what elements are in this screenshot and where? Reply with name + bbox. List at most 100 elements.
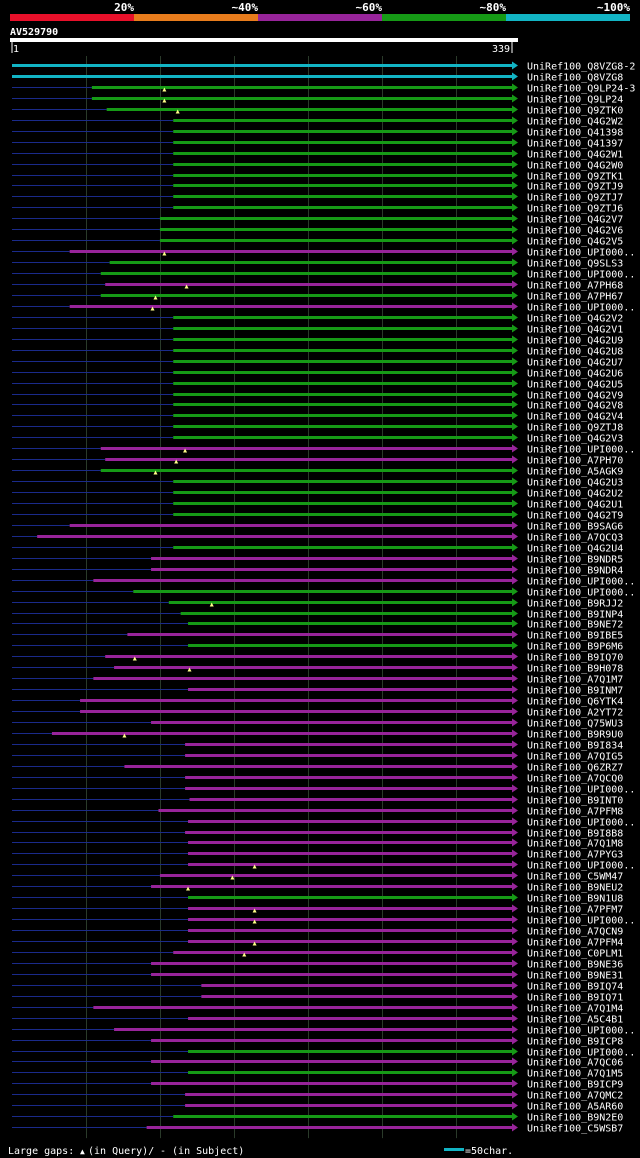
hit-row[interactable]: UniRef100_Q4G2W1	[12, 149, 623, 161]
hit-label[interactable]: UniRef100_UPI000..	[527, 248, 635, 259]
hit-row[interactable]: UniRef100_UPI000..	[12, 784, 635, 796]
hit-row[interactable]: UniRef100_B9NE36	[12, 959, 623, 971]
hit-row[interactable]: UniRef100_Q4G2V9	[12, 390, 623, 402]
hit-label[interactable]: UniRef100_A7Q1M5	[527, 1069, 623, 1080]
hit-row[interactable]: UniRef100_B9INT0	[12, 795, 623, 807]
hit-label[interactable]: UniRef100_B9INM7	[527, 686, 623, 697]
hit-row[interactable]: UniRef100_C0PLM1	[12, 948, 623, 960]
hit-label[interactable]: UniRef100_Q41397	[527, 139, 623, 150]
hit-row[interactable]: UniRef100_A7PH70	[12, 455, 623, 467]
hit-row[interactable]: UniRef100_Q4G2T9	[12, 510, 623, 522]
hit-row[interactable]: UniRef100_Q9ZTJ8	[12, 422, 623, 434]
hit-row[interactable]: UniRef100_A7QC06	[12, 1057, 623, 1069]
hit-label[interactable]: UniRef100_Q9ZTK1	[527, 172, 623, 183]
hit-label[interactable]: UniRef100_B9IQ71	[527, 993, 623, 1004]
hit-row[interactable]: UniRef100_A7PH67	[12, 291, 623, 303]
hit-label[interactable]: UniRef100_C5WM47	[527, 872, 623, 883]
hit-row[interactable]: UniRef100_Q6ZRZ7	[12, 762, 623, 774]
hit-row[interactable]: UniRef100_Q4G2V6	[12, 225, 623, 237]
hit-row[interactable]: UniRef100_A7QCQ3	[12, 532, 623, 544]
hit-row[interactable]: UniRef100_B9NDR4	[12, 565, 623, 577]
hit-label[interactable]: UniRef100_B9R9U0	[527, 730, 623, 741]
hit-label[interactable]: UniRef100_Q6ZRZ7	[527, 763, 623, 774]
hit-row[interactable]: UniRef100_C5WSB7	[12, 1123, 623, 1135]
hit-label[interactable]: UniRef100_B9SAG6	[527, 522, 623, 533]
hit-label[interactable]: UniRef100_A5C4B1	[527, 1015, 623, 1026]
hit-label[interactable]: UniRef100_Q4G2W1	[527, 150, 623, 161]
hit-row[interactable]: UniRef100_Q4G2V2	[12, 313, 623, 325]
hit-label[interactable]: UniRef100_B9I8B8	[527, 829, 623, 840]
hit-label[interactable]: UniRef100_A7PH70	[527, 456, 623, 467]
hit-label[interactable]: UniRef100_Q9LP24-3	[527, 84, 635, 95]
hit-row[interactable]: UniRef100_B9N2E0	[12, 1112, 623, 1124]
hit-row[interactable]: UniRef100_Q4G2U9	[12, 335, 623, 347]
hit-label[interactable]: UniRef100_C5WSB7	[527, 1124, 623, 1135]
hit-row[interactable]: UniRef100_B9NE72	[12, 619, 623, 631]
hit-label[interactable]: UniRef100_UPI000..	[527, 1026, 635, 1037]
hit-row[interactable]: UniRef100_B9R9U0	[12, 729, 623, 741]
hit-label[interactable]: UniRef100_UPI000..	[527, 916, 635, 927]
hit-label[interactable]: UniRef100_A7Q1M4	[527, 1004, 623, 1015]
hit-row[interactable]: UniRef100_UPI000..	[12, 915, 635, 927]
hit-label[interactable]: UniRef100_A7QC06	[527, 1058, 623, 1069]
hit-label[interactable]: UniRef100_Q4G2V5	[527, 237, 623, 248]
hit-row[interactable]: UniRef100_Q9ZTK0	[12, 105, 623, 117]
hit-row[interactable]: UniRef100_B9IQ74	[12, 981, 623, 993]
hit-row[interactable]: UniRef100_UPI000..	[12, 587, 635, 599]
hit-row[interactable]: UniRef100_Q9SLS3	[12, 258, 623, 270]
hit-label[interactable]: UniRef100_B9I834	[527, 741, 623, 752]
hit-row[interactable]: UniRef100_A7PFM8	[12, 806, 623, 818]
hit-row[interactable]: UniRef100_B9H078	[12, 663, 623, 675]
hit-row[interactable]: UniRef100_Q9LP24-3	[12, 83, 635, 95]
hit-row[interactable]: UniRef100_UPI000..	[12, 302, 635, 314]
hit-label[interactable]: UniRef100_UPI000..	[527, 818, 635, 829]
hit-row[interactable]: UniRef100_Q4G2W0	[12, 160, 623, 172]
hit-label[interactable]: UniRef100_Q9SLS3	[527, 259, 623, 270]
hit-row[interactable]: UniRef100_B9ICP8	[12, 1036, 623, 1048]
hit-row[interactable]: UniRef100_UPI000..	[12, 1047, 635, 1059]
hit-label[interactable]: UniRef100_Q4G2U4	[527, 544, 623, 555]
hit-row[interactable]: UniRef100_Q75WU3	[12, 718, 623, 730]
hit-label[interactable]: UniRef100_Q4G2V9	[527, 391, 623, 402]
hit-row[interactable]: UniRef100_B9ICP9	[12, 1079, 623, 1091]
hit-label[interactable]: UniRef100_Q4G2U1	[527, 500, 623, 511]
hit-row[interactable]: UniRef100_UPI000..	[12, 444, 635, 456]
hit-label[interactable]: UniRef100_A7QIG5	[527, 752, 623, 763]
hit-label[interactable]: UniRef100_A7QCQ3	[527, 533, 623, 544]
hit-label[interactable]: UniRef100_B9IQ70	[527, 653, 623, 664]
hit-row[interactable]: UniRef100_A7PFM4	[12, 937, 623, 949]
hit-label[interactable]: UniRef100_B9N2E0	[527, 1113, 623, 1124]
hit-row[interactable]: UniRef100_B9NE31	[12, 970, 623, 982]
hit-label[interactable]: UniRef100_Q9ZTJ9	[527, 182, 623, 193]
hit-label[interactable]: UniRef100_Q4G2V1	[527, 325, 623, 336]
hit-label[interactable]: UniRef100_B9INT0	[527, 796, 623, 807]
hit-label[interactable]: UniRef100_B9INP4	[527, 610, 623, 621]
hit-label[interactable]: UniRef100_B9IBE5	[527, 631, 623, 642]
hit-row[interactable]: UniRef100_B9RJJ2	[12, 598, 623, 610]
hit-row[interactable]: UniRef100_A7Q1M8	[12, 838, 623, 850]
hit-label[interactable]: UniRef100_Q4G2V2	[527, 314, 623, 325]
hit-label[interactable]: UniRef100_A7PH67	[527, 292, 623, 303]
hit-label[interactable]: UniRef100_A5AGK9	[527, 467, 623, 478]
hit-row[interactable]: UniRef100_A5C4B1	[12, 1014, 623, 1026]
hit-row[interactable]: UniRef100_A7Q1M7	[12, 674, 623, 686]
hit-label[interactable]: UniRef100_UPI000..	[527, 1048, 635, 1059]
hit-row[interactable]: UniRef100_UPI000..	[12, 576, 635, 588]
hit-label[interactable]: UniRef100_Q4G2U5	[527, 380, 623, 391]
hit-row[interactable]: UniRef100_A7PYG3	[12, 849, 623, 861]
hit-row[interactable]: UniRef100_Q4G2V4	[12, 411, 623, 423]
hit-row[interactable]: UniRef100_UPI000..	[12, 860, 635, 872]
hit-row[interactable]: UniRef100_A7Q1M4	[12, 1003, 623, 1015]
hit-label[interactable]: UniRef100_UPI000..	[527, 270, 635, 281]
hit-row[interactable]: UniRef100_B9NEU2	[12, 882, 623, 894]
hit-label[interactable]: UniRef100_Q9ZTK0	[527, 106, 623, 117]
hit-label[interactable]: UniRef100_UPI000..	[527, 577, 635, 588]
hit-row[interactable]: UniRef100_UPI000..	[12, 817, 635, 829]
hit-row[interactable]: UniRef100_Q4G2U6	[12, 368, 623, 380]
hit-row[interactable]: UniRef100_B9SAG6	[12, 521, 623, 533]
hit-row[interactable]: UniRef100_Q9ZTJ7	[12, 192, 623, 204]
hit-row[interactable]: UniRef100_C5WM47	[12, 871, 623, 883]
hit-row[interactable]: UniRef100_Q4G2U2	[12, 488, 623, 500]
hit-label[interactable]: UniRef100_UPI000..	[527, 588, 635, 599]
hit-row[interactable]: UniRef100_Q4G2V5	[12, 236, 623, 248]
